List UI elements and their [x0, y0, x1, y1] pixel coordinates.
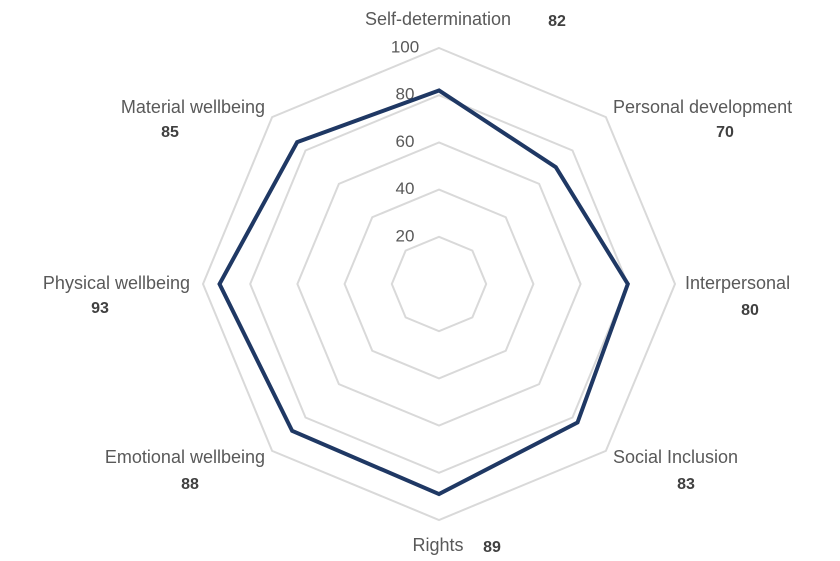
value-label: 85 — [161, 124, 179, 141]
grid-ring — [201, 46, 677, 522]
tick-label: 100 — [391, 37, 419, 56]
category-label: Physical wellbeing — [43, 273, 190, 293]
value-label: 93 — [91, 300, 109, 317]
tick-label: 80 — [396, 85, 415, 104]
category-label: Material wellbeing — [121, 97, 265, 117]
value-label: 70 — [716, 124, 734, 141]
grid-ring — [296, 141, 582, 427]
category-label: Self-determination — [365, 9, 511, 29]
tick-label: 40 — [396, 179, 415, 198]
tick-label: 60 — [396, 132, 415, 151]
value-label: 80 — [741, 302, 759, 319]
category-label: Rights — [412, 535, 463, 555]
grid-ring — [249, 94, 629, 474]
category-label: Interpersonal — [685, 273, 790, 293]
category-label: Social Inclusion — [613, 447, 738, 467]
value-label: 88 — [181, 476, 199, 493]
value-label: 82 — [548, 13, 566, 30]
grid-ring — [343, 188, 535, 380]
value-label: 89 — [483, 539, 501, 556]
category-label: Emotional wellbeing — [105, 447, 265, 467]
grid-ring — [390, 235, 488, 333]
series-line — [217, 88, 631, 497]
category-label: Personal development — [613, 97, 792, 117]
value-label: 83 — [677, 476, 695, 493]
tick-label: 20 — [396, 226, 415, 245]
